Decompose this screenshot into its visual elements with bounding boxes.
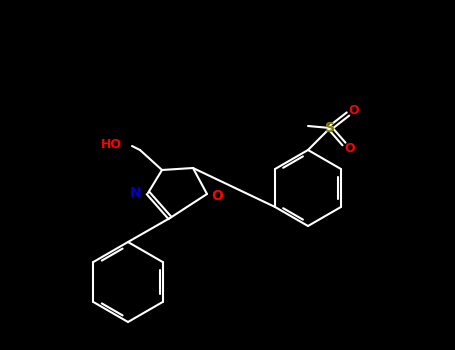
Text: O: O (349, 104, 359, 117)
Text: S: S (325, 121, 335, 135)
Text: N: N (129, 186, 141, 200)
Text: O: O (211, 189, 223, 203)
Text: O: O (345, 141, 355, 154)
Text: HO: HO (101, 138, 122, 150)
